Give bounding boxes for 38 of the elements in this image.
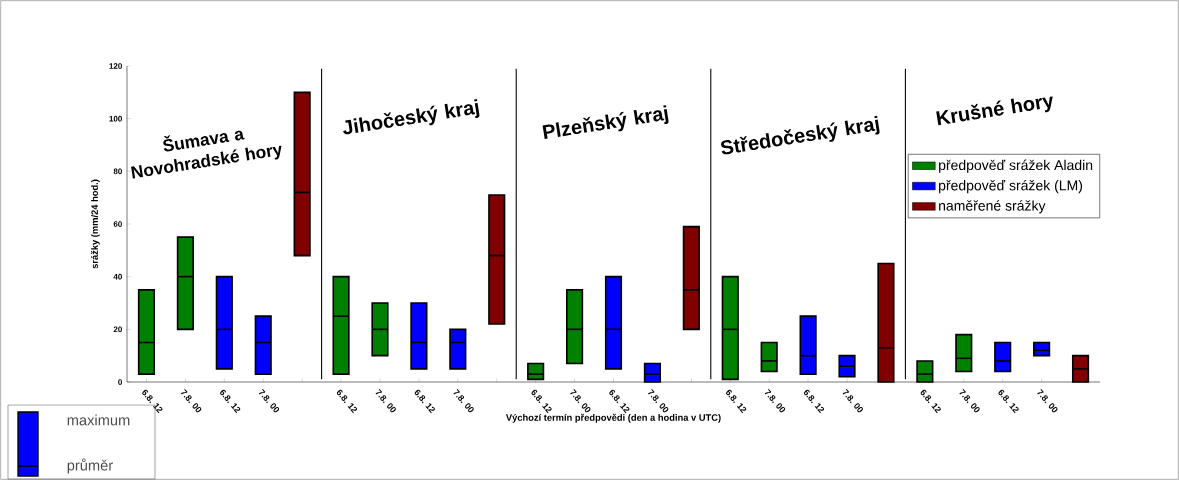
- y-tick-label: 40: [113, 273, 122, 280]
- x-tick-label: 6.8. 12: [998, 389, 1019, 414]
- y-tick-label: 20: [113, 326, 122, 333]
- y-axis-title: srážky (mm/24 hod.): [90, 179, 100, 269]
- x-tick-label: 6.8. 12: [142, 389, 163, 414]
- x-tick-label: 7.8. 00: [648, 388, 669, 413]
- y-tick-label: 60: [113, 221, 122, 227]
- x-tick-label: 6.8. 12: [726, 389, 747, 414]
- x-tick-label: 7.8. 00: [842, 388, 863, 413]
- annotation: Středočeský kraj: [721, 115, 880, 155]
- x-tick-label: 6.8. 12: [531, 389, 552, 414]
- text: maximum: [67, 414, 130, 426]
- y-tick-label: 100: [109, 115, 122, 122]
- x-tick-label: 7.8. 00: [1037, 388, 1058, 413]
- x-tick-label: 7.8. 00: [570, 388, 591, 413]
- y-tick-label: 80: [113, 168, 122, 175]
- x-tick-label: 6.8. 12: [220, 389, 241, 414]
- x-tick-label: 6.8. 12: [609, 389, 630, 414]
- y-tick-label: 120: [109, 63, 122, 69]
- x-tick-label: 7.8. 00: [959, 388, 980, 413]
- legend-label: předpověď srážek Aladin: [939, 159, 1093, 173]
- x-tick-label: 7.8. 00: [453, 388, 474, 413]
- text: průměr: [67, 458, 113, 474]
- x-tick-label: 7.8. 00: [258, 388, 280, 413]
- y-tick-label: 0: [118, 379, 122, 385]
- x-axis-title: Výchozí termín předpovědi (den a hodina v UTC): [505, 413, 721, 423]
- annotation: Jihočeský kraj: [343, 99, 480, 135]
- legend-label: naměřené srážky: [939, 200, 1046, 214]
- x-tick-label: 7.8. 00: [764, 388, 786, 413]
- annotation: Plzeňský kraj: [542, 105, 669, 140]
- x-tick-label: 6.8. 12: [803, 389, 825, 414]
- legend-label: předpověď srážek (LM): [939, 179, 1083, 194]
- x-tick-label: 7.8. 00: [180, 388, 202, 413]
- annotation: Krušné hory: [936, 96, 1053, 126]
- x-tick-label: 6.8. 12: [414, 389, 435, 414]
- x-tick-label: 6.8. 12: [920, 389, 941, 414]
- x-tick-label: 7.8. 00: [375, 388, 396, 413]
- x-tick-label: 6.8. 12: [336, 389, 358, 414]
